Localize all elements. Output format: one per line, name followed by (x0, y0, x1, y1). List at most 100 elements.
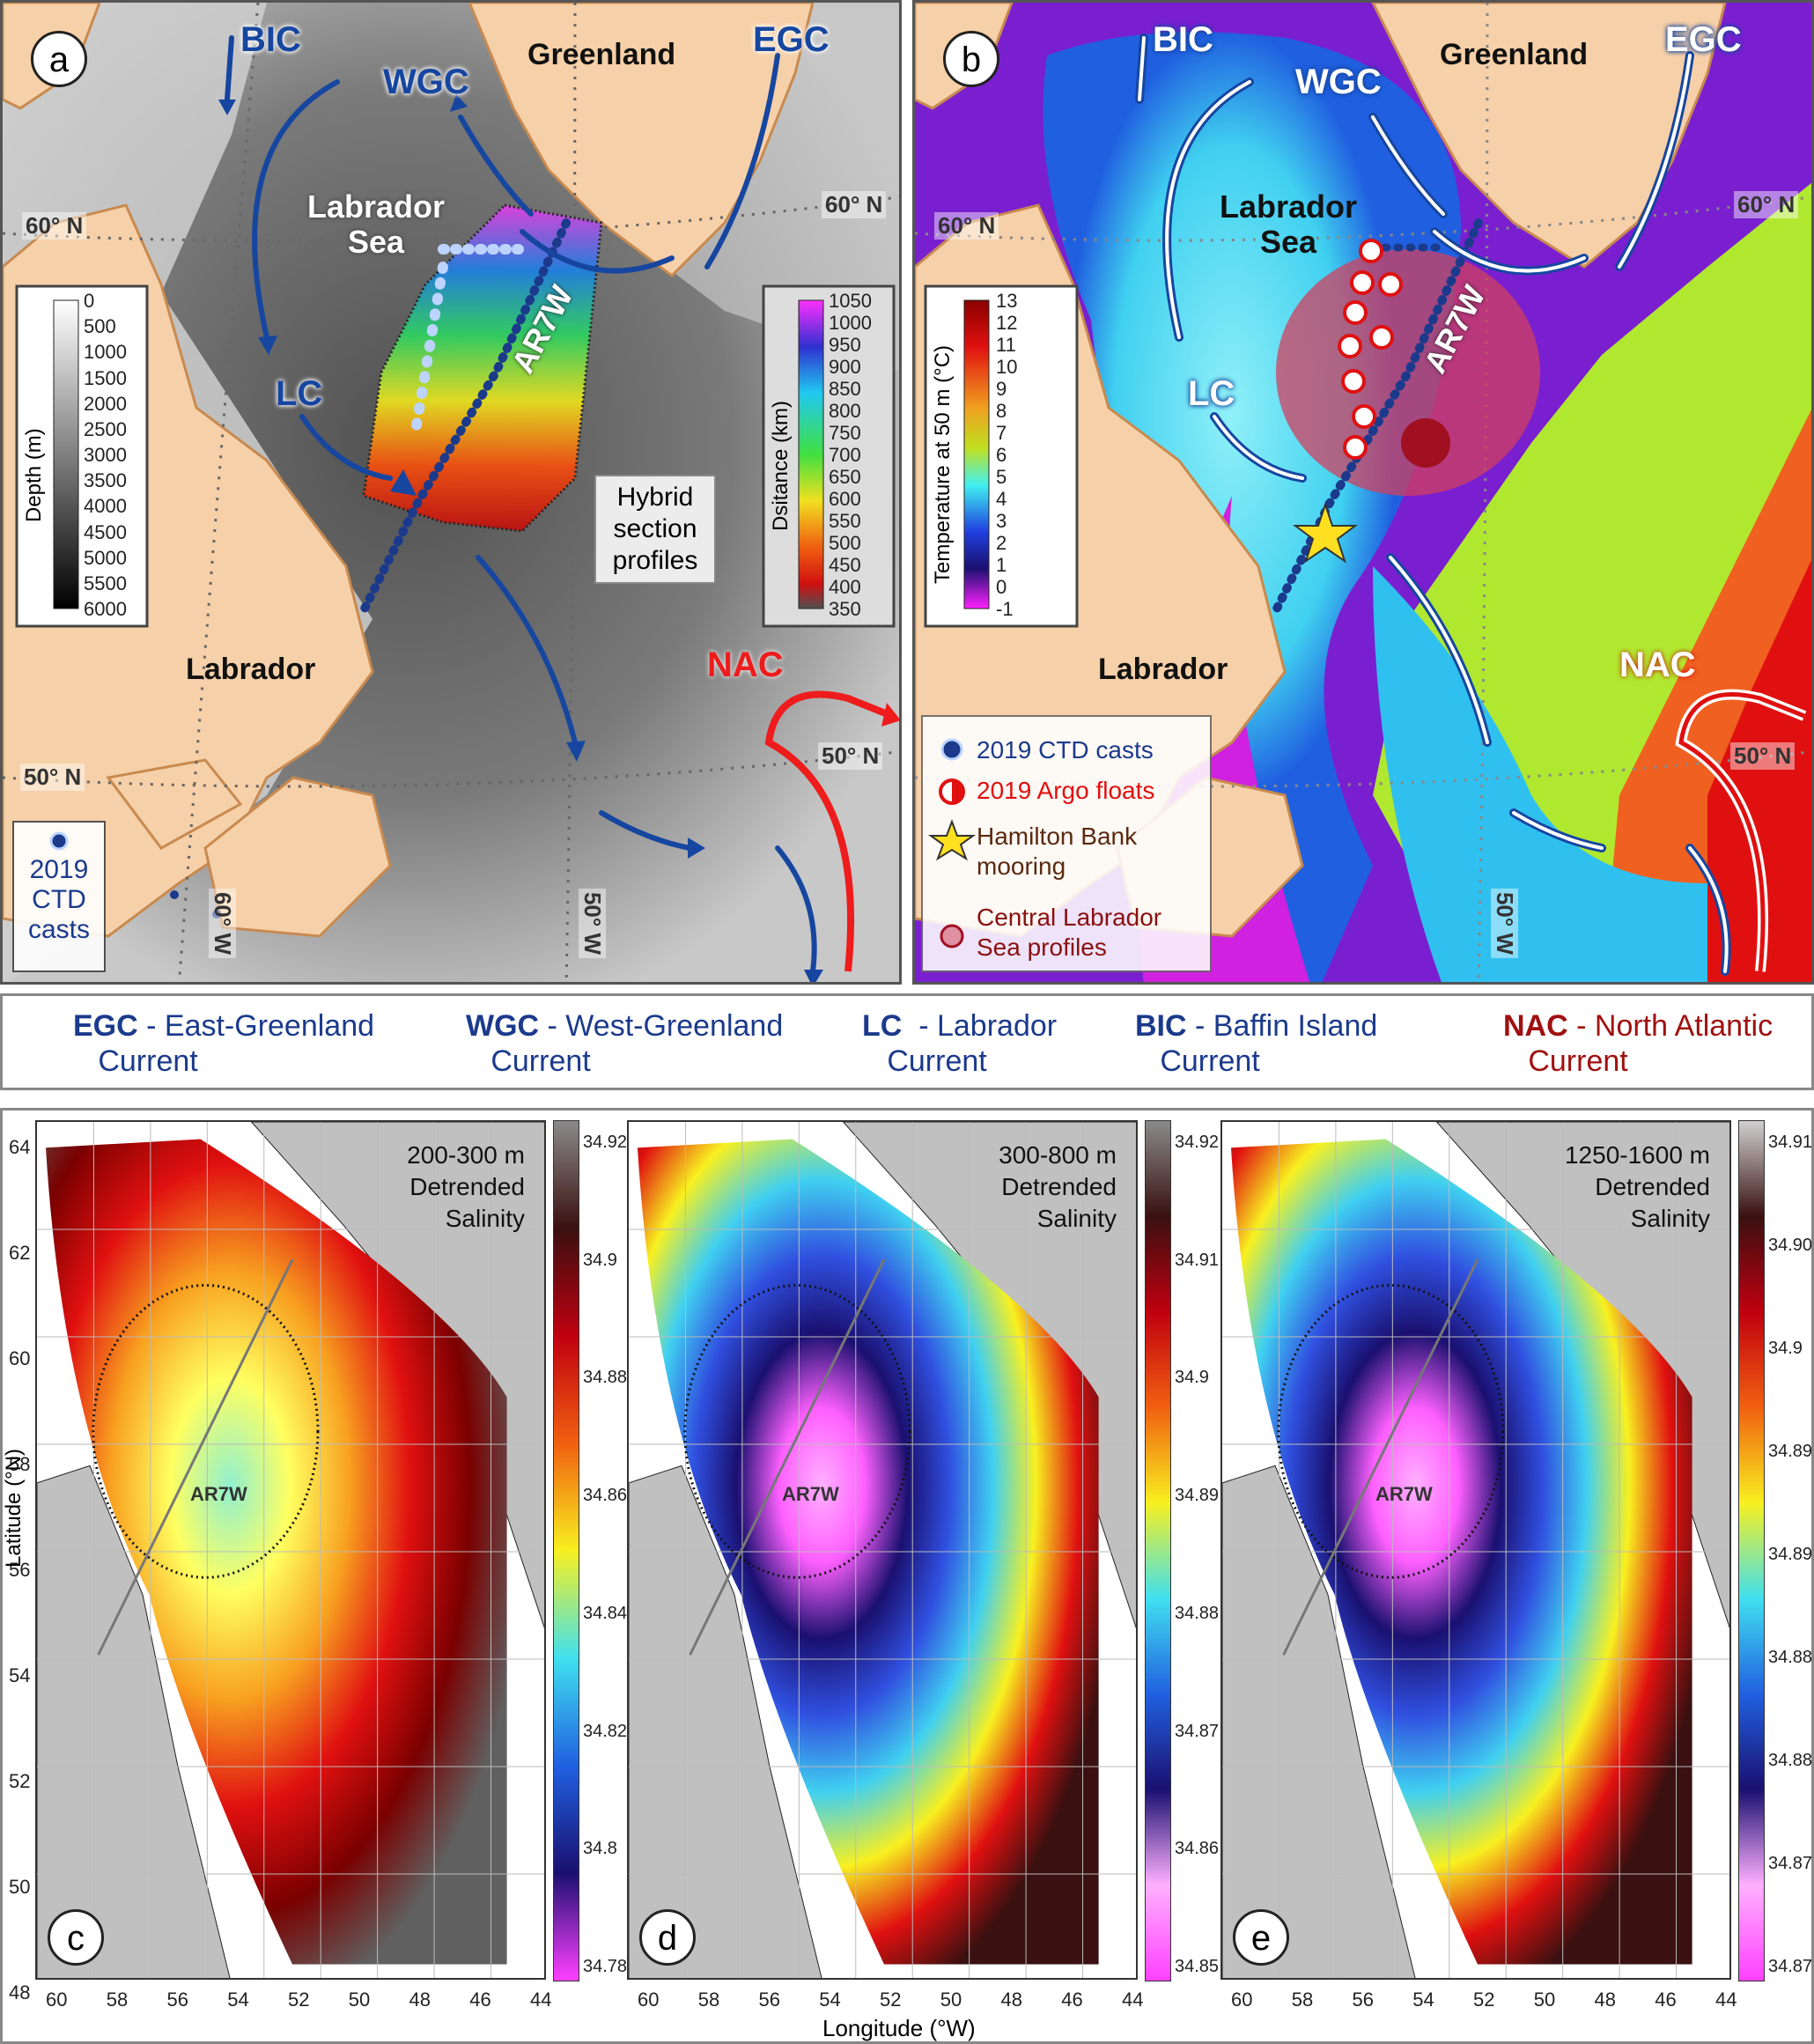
salinity-colorbar-tick: 34.92 (583, 1133, 628, 1152)
x-tick: 44 (1715, 1989, 1737, 2011)
x-tick: 54 (819, 1989, 841, 2011)
lc-current-label: LC (276, 374, 323, 413)
nac-current-label-b: NAC (1619, 646, 1696, 684)
distance-colorbar-title: Dsitance (km) (769, 400, 793, 531)
panel-a-graphics (3, 3, 899, 982)
x-tick: 56 (166, 1989, 188, 2011)
definition-nac: NAC - North Atlantic Current (1503, 1008, 1773, 1079)
colorbar-tick: 1000 (84, 341, 127, 364)
salinity-panel-label: e (1233, 1909, 1289, 1966)
salinity-colorbar-tick: 34.89 (1768, 1545, 1813, 1564)
panel-b-map: b BIC WGC EGC LC NAC Greenland Labrador … (912, 0, 1814, 985)
colorbar-tick: 3 (996, 510, 1007, 532)
colorbar-tick: 11 (996, 334, 1016, 356)
labrador-sea-label-b: Labrador Sea (1220, 188, 1358, 260)
salinity-colorbar-tick: 34.89 (1768, 1442, 1813, 1461)
x-tick: 52 (1473, 1989, 1495, 2011)
legend-entry-argo-half-circle: 2019 Argo floats (977, 777, 1155, 804)
colorbar-tick: 700 (829, 444, 861, 466)
colorbar-tick: 5500 (84, 572, 127, 594)
salinity-colorbar-tick: 34.85 (1175, 1957, 1220, 1976)
labrador-label-b: Labrador (1098, 653, 1228, 686)
definition-abbr: WGC (466, 1009, 540, 1043)
salinity-colorbar-tick: 34.78 (583, 1957, 628, 1976)
y-tick: 64 (9, 1136, 31, 1158)
salinity-colorbar-tick: 34.90 (1768, 1236, 1813, 1255)
salinity-colorbar-tick: 34.91 (1175, 1250, 1220, 1270)
colorbar-tick: 5000 (84, 546, 127, 569)
x-axis-label: Longitude (°W) (822, 2015, 976, 2041)
panel-a-label: a (31, 31, 87, 87)
lon-50w: 50° W (579, 888, 607, 959)
salinity-colorbar-tick: 34.89 (1175, 1486, 1220, 1506)
colorbar-tick: 6 (996, 444, 1007, 466)
egc-current-label: EGC (753, 20, 830, 59)
colorbar-tick: 9 (996, 378, 1007, 400)
temp-colorbar-title: Temperature at 50 m (°C) (931, 344, 955, 584)
salinity-colorbar-tick: 34.84 (583, 1603, 628, 1623)
colorbar-tick: 350 (829, 598, 861, 620)
y-tick: 56 (9, 1559, 31, 1581)
lat-60n-right-b: 60° N (1734, 191, 1799, 218)
salinity-colorbar-tick: 34.82 (583, 1721, 628, 1741)
colorbar-tick: 1 (996, 554, 1007, 576)
wgc-current-label-b: WGC (1295, 63, 1382, 101)
y-tick: 58 (9, 1453, 31, 1475)
legend-entry-ctd-dot: 2019 CTD casts (977, 736, 1154, 764)
colorbar-tick: 800 (829, 400, 861, 422)
lat-60n-left: 60° N (22, 212, 87, 240)
salinity-panel-label: c (48, 1909, 104, 1966)
definition-egc: EGC - East-Greenland Current (73, 1008, 374, 1079)
x-tick: 56 (758, 1989, 780, 2011)
x-tick: 50 (1533, 1989, 1556, 2011)
colorbar-tick: 850 (829, 378, 861, 400)
y-tick: 54 (9, 1664, 31, 1686)
definition-text: - West-Greenland Current (490, 1009, 784, 1078)
salinity-panel-title: 200-300 m Detrended Salinity (407, 1141, 525, 1232)
definition-abbr: EGC (73, 1009, 138, 1043)
definition-text: - East-Greenland Current (98, 1009, 375, 1078)
colorbar-tick: 2500 (84, 417, 127, 440)
x-tick: 46 (1655, 1989, 1677, 2011)
x-tick: 52 (880, 1989, 902, 2011)
salinity-colorbar-tick: 34.9 (1768, 1339, 1803, 1358)
definition-text: - Baffin Island Current (1160, 1009, 1378, 1078)
lat-50n-left: 50° N (20, 764, 85, 791)
colorbar-tick: 2000 (84, 392, 127, 415)
colorbar-tick: 0 (84, 290, 95, 312)
x-tick: 60 (46, 1989, 68, 2011)
x-tick: 60 (1231, 1989, 1253, 2011)
x-tick: 58 (697, 1989, 720, 2011)
salinity-map-e: 1250-1600 m Detrended Salinity AR7W e (1220, 1120, 1731, 1980)
colorbar-tick: 5 (996, 466, 1007, 488)
colorbar-tick: 13 (996, 290, 1018, 312)
colorbar-tick: 500 (84, 315, 116, 338)
colorbar-tick: 10 (996, 356, 1018, 378)
definition-wgc: WGC - West-Greenland Current (466, 1008, 783, 1079)
salinity-colorbar-tick: 34.86 (583, 1486, 628, 1506)
wgc-current-label: WGC (383, 63, 469, 101)
colorbar-tick: 6000 (84, 598, 127, 620)
x-tick: 54 (1412, 1989, 1434, 2011)
salinity-map-c: 200-300 m Detrended Salinity AR7W c (35, 1120, 546, 1980)
colorbar-tick: 750 (829, 422, 861, 444)
salinity-panel-title: 300-800 m Detrended Salinity (999, 1141, 1117, 1232)
y-axis-label: Latitude (°N) (2, 1449, 26, 1568)
labrador-sea-label: Labrador Sea (307, 188, 446, 260)
greenland-label: Greenland (527, 38, 676, 71)
salinity-colorbar (1738, 1120, 1765, 1981)
colorbar-tick: 900 (829, 356, 861, 378)
labrador-label: Labrador (186, 653, 316, 686)
ar7w-label: AR7W (1375, 1482, 1433, 1505)
salinity-colorbar-tick: 34.9 (1175, 1368, 1209, 1388)
salinity-map-d: 300-800 m Detrended Salinity AR7W d (627, 1120, 1138, 1980)
x-tick: 48 (409, 1989, 431, 2011)
panel-b-label: b (943, 31, 999, 87)
colorbar-tick: 3000 (84, 444, 127, 466)
colorbar-tick: 950 (829, 334, 861, 356)
salinity-map-graphics (1222, 1122, 1729, 1978)
salinity-map-graphics (629, 1122, 1136, 1978)
salinity-map-graphics (37, 1122, 544, 1978)
definition-text: - Labrador Current (887, 1009, 1058, 1078)
depth-colorbar-title: Depth (m) (22, 428, 46, 522)
